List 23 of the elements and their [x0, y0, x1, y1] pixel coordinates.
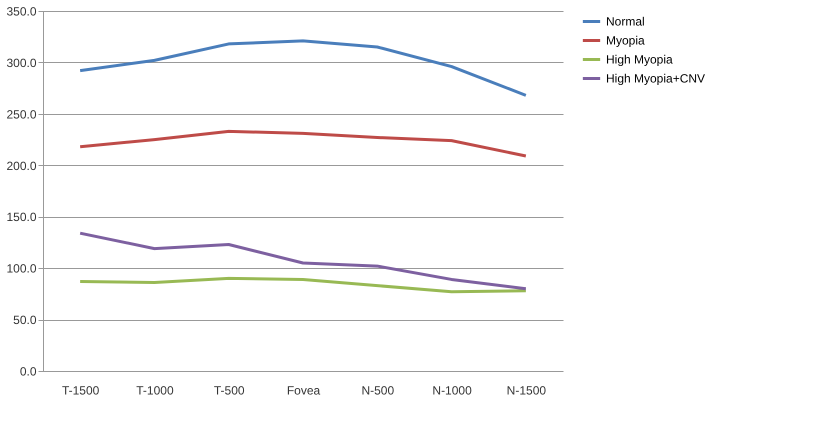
legend-label: Myopia: [606, 34, 646, 48]
y-tick-label: 100.0: [6, 262, 37, 276]
legend-label: High Myopia+CNV: [606, 72, 706, 86]
line-series: [78, 39, 528, 97]
x-tick-label: T-1500: [62, 384, 100, 398]
x-tick-label: Fovea: [286, 384, 320, 398]
line-series: [78, 232, 528, 290]
y-tick-label: 250.0: [6, 107, 37, 122]
legend-label: Normal: [606, 14, 645, 28]
y-tick-label: 150.0: [6, 210, 37, 224]
x-tick-label: N-1500: [506, 384, 546, 398]
legend-label: High Myopia: [606, 52, 674, 66]
x-tick-label: T-1000: [136, 384, 174, 398]
y-tick-label: 200.0: [6, 158, 37, 173]
x-tick-label: N-1000: [432, 384, 472, 398]
x-tick-label: T-500: [214, 384, 245, 398]
y-tick-label: 0.0: [20, 364, 37, 378]
y-tick-label: 50.0: [13, 313, 37, 328]
y-tick-label: 350.0: [6, 4, 37, 18]
y-tick-label: 300.0: [6, 56, 37, 70]
x-tick-label: N-500: [361, 384, 394, 398]
line-series: [78, 276, 528, 294]
line-series: [78, 130, 528, 158]
